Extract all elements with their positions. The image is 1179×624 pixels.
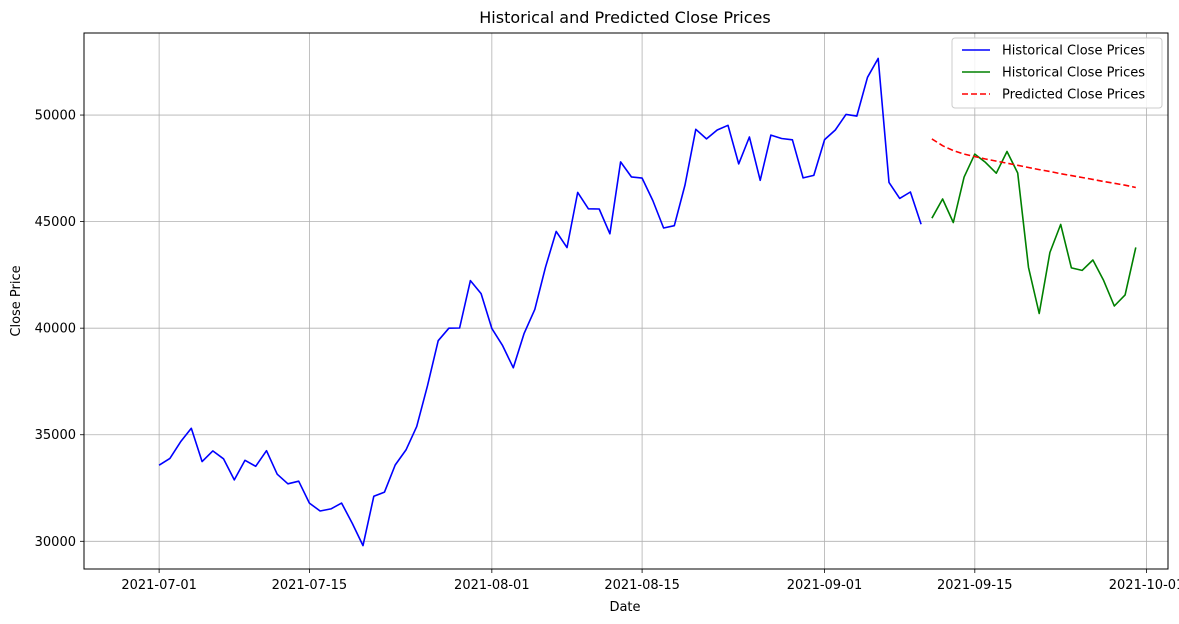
legend: Historical Close Prices Historical Close …	[951, 37, 1163, 109]
series-line-1	[158, 57, 922, 547]
x-tick-label: 2021-08-15	[604, 578, 680, 593]
y-tick-label: 45000	[35, 215, 76, 230]
series-layer	[158, 57, 1137, 547]
series-line-3	[931, 138, 1136, 189]
legend-entry: Predicted Close Prices	[1002, 88, 1145, 103]
series-line-2	[931, 150, 1137, 315]
x-tick-label: 2021-10-01	[1109, 578, 1179, 593]
y-tick-label: 35000	[35, 428, 76, 443]
legend-box	[951, 37, 1163, 109]
x-tick-label: 2021-07-15	[272, 578, 348, 593]
x-axis-label: Date	[609, 600, 640, 615]
x-tick-label: 2021-07-01	[121, 578, 197, 593]
plot-frame	[83, 32, 1169, 570]
legend-entry: Historical Close Prices	[1002, 44, 1145, 59]
legend-entry: Historical Close Prices	[1002, 66, 1145, 81]
y-tick-label: 30000	[35, 535, 76, 550]
y-tick-label: 40000	[35, 322, 76, 337]
y-axis-label: Close Price	[9, 265, 24, 336]
x-tick-label: 2021-08-01	[454, 578, 530, 593]
x-tick-label: 2021-09-15	[937, 578, 1013, 593]
x-tick-label: 2021-09-01	[787, 578, 863, 593]
grid-lines	[84, 33, 1168, 569]
chart-title: Historical and Predicted Close Prices	[479, 8, 770, 27]
y-tick-label: 50000	[35, 109, 76, 124]
y-axis: 30000 35000 40000 45000 50000	[35, 109, 84, 550]
x-axis: 2021-07-01 2021-07-15 2021-08-01 2021-08-15…	[121, 569, 1179, 593]
